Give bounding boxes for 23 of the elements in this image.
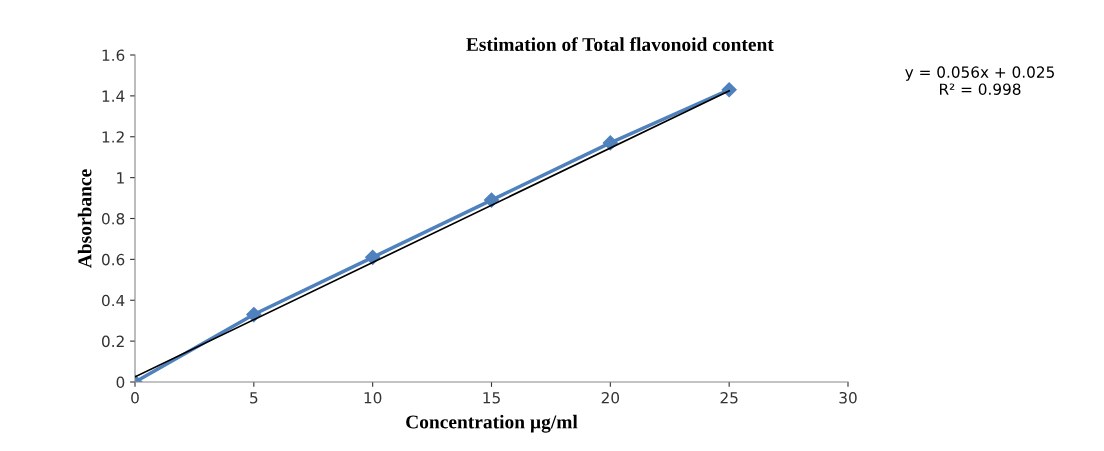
x-tick-label: 5 xyxy=(250,392,258,404)
y-tick-label: 1 xyxy=(117,172,124,184)
y-tick-label: 0.8 xyxy=(101,212,125,225)
x-axis-title: Concentration µg/ml xyxy=(406,414,578,433)
x-tick-label: 15 xyxy=(483,392,500,404)
x-tick-label: 0 xyxy=(131,391,139,404)
point xyxy=(365,249,381,265)
y-tick-label: 1.4 xyxy=(102,90,125,102)
x-tick-label: 25 xyxy=(720,391,738,404)
y-tick-label: 1.6 xyxy=(102,49,125,62)
point xyxy=(721,82,737,98)
x-tick-label: 30 xyxy=(839,391,857,404)
y-axis-title: Absorbance xyxy=(77,169,92,268)
y-tick-label: 0.4 xyxy=(101,294,125,307)
x-tick-label: 10 xyxy=(364,391,382,404)
text: y = 0.056x + 0.025 R² = 0.998 xyxy=(905,66,1054,95)
y-tick-label: 1.2 xyxy=(102,131,124,143)
y-tick-label: 0.2 xyxy=(101,335,124,348)
point xyxy=(602,135,618,151)
y-tick-label: 0.6 xyxy=(101,253,125,266)
y-tick-label: 0 xyxy=(116,376,125,389)
x-tick-label: 20 xyxy=(601,391,620,404)
chart-title: Estimation of Total flavonoid content xyxy=(466,37,774,52)
